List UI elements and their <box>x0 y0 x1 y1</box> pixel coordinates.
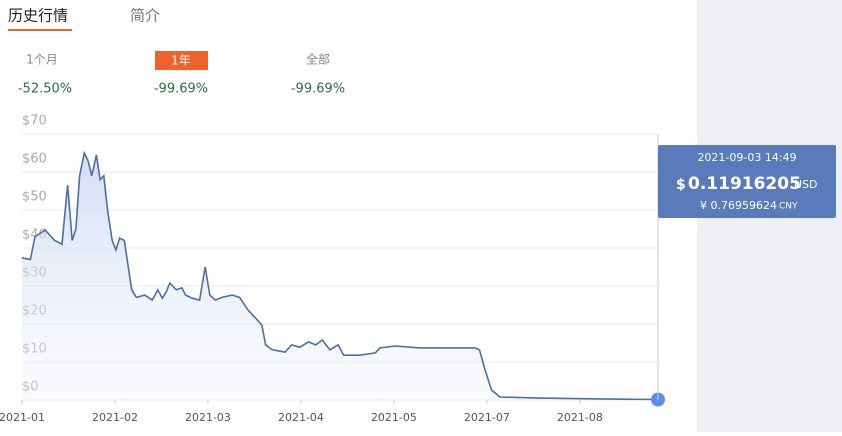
x-tick-label: 2021-04 <box>278 411 324 424</box>
period[interactable]: 1年 <box>171 54 191 68</box>
tooltip-cny-unit: CNY <box>779 202 798 212</box>
x-tick-label: 2021-01 <box>0 411 45 424</box>
tooltip-cny: ¥ 0.76959624 <box>700 199 777 212</box>
period-change: -52.50% <box>18 82 72 97</box>
tooltip-price: 0.11916205 <box>688 174 801 194</box>
y-tick-label: $70 <box>22 114 47 129</box>
line <box>21 150 659 401</box>
tab[interactable]: 简介 <box>130 7 160 25</box>
tooltip-unit: USD <box>794 178 818 191</box>
x-tick-label: 2021-05 <box>371 411 417 424</box>
x-tick-label: 2021-02 <box>92 411 138 424</box>
period-active-bg <box>155 51 208 70</box>
period-change: -99.69% <box>154 82 208 97</box>
tab-underline <box>8 29 72 31</box>
tooltip: 2021-09-03 14:49 $ 0.11916205 USD ¥ 0.76… <box>658 145 836 218</box>
period-change: -99.69% <box>291 82 345 97</box>
period[interactable]: 全部 <box>306 52 330 67</box>
area <box>22 153 658 400</box>
y-tick-label: $60 <box>22 152 47 167</box>
tab-active[interactable]: 历史行情 <box>8 7 68 25</box>
period[interactable]: 1个月 <box>26 53 58 67</box>
tooltip-box <box>658 145 836 218</box>
tooltip-date: 2021-09-03 14:49 <box>697 151 796 164</box>
x-tick-label: 2021-08 <box>557 411 603 424</box>
tooltip-symbol: $ <box>676 177 686 193</box>
plot: $0$10$20$30$40$50$60$702021-012021-02202… <box>0 114 665 424</box>
x-tick-label: 2021-03 <box>185 411 231 424</box>
x-tick-label: 2021-07 <box>464 411 510 424</box>
y-tick-label: $50 <box>22 190 47 205</box>
